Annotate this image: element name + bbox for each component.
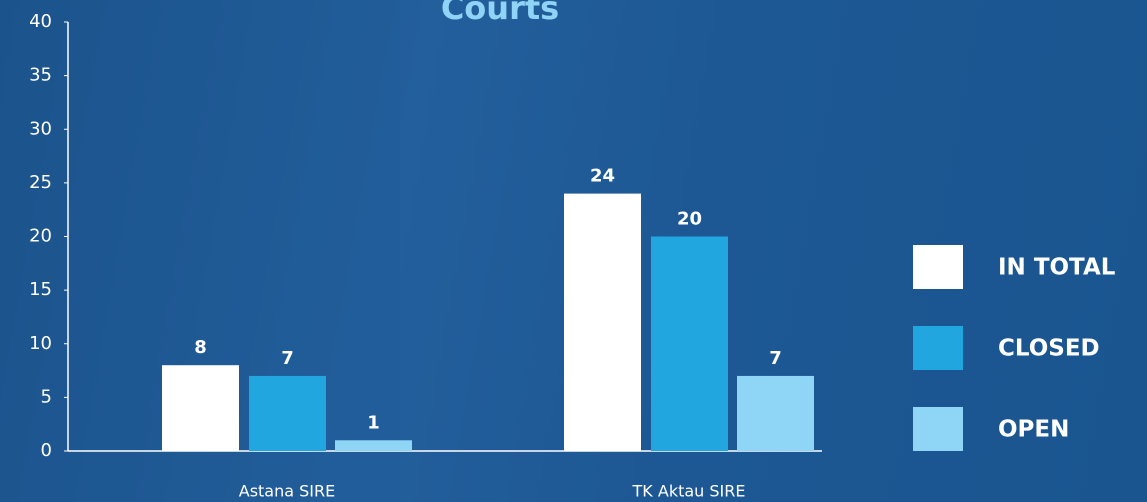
value-label: 1 <box>367 412 380 433</box>
bar <box>249 375 326 451</box>
bar <box>335 440 412 451</box>
y-tick-label: 40 <box>29 11 52 32</box>
x-tick-label: Astana SIRE <box>239 482 336 501</box>
y-tick-label: 30 <box>29 118 52 139</box>
value-label: 20 <box>677 209 702 230</box>
legend-swatch <box>913 245 963 289</box>
y-tick-label: 25 <box>29 172 52 193</box>
legend-label: OPEN <box>998 417 1069 443</box>
value-label: 7 <box>769 348 782 369</box>
bar <box>737 375 814 451</box>
y-tick-label: 20 <box>29 226 52 247</box>
y-tick-label: 0 <box>41 440 52 461</box>
legend-label: CLOSED <box>998 336 1100 362</box>
value-label: 7 <box>281 348 294 369</box>
chart-title: Courts <box>441 0 559 27</box>
x-tick-label: TK Aktau SIRE <box>632 482 746 501</box>
bar <box>651 236 728 451</box>
y-tick-label: 35 <box>29 65 52 86</box>
value-label: 24 <box>590 166 615 187</box>
y-tick-label: 5 <box>41 386 52 407</box>
legend-label: IN TOTAL <box>998 255 1116 281</box>
bar <box>162 365 239 451</box>
y-tick-label: 10 <box>29 333 52 354</box>
legend-swatch <box>913 407 963 451</box>
y-tick-label: 15 <box>29 279 52 300</box>
bar <box>564 193 641 451</box>
legend-swatch <box>913 326 963 370</box>
value-label: 8 <box>194 337 207 358</box>
